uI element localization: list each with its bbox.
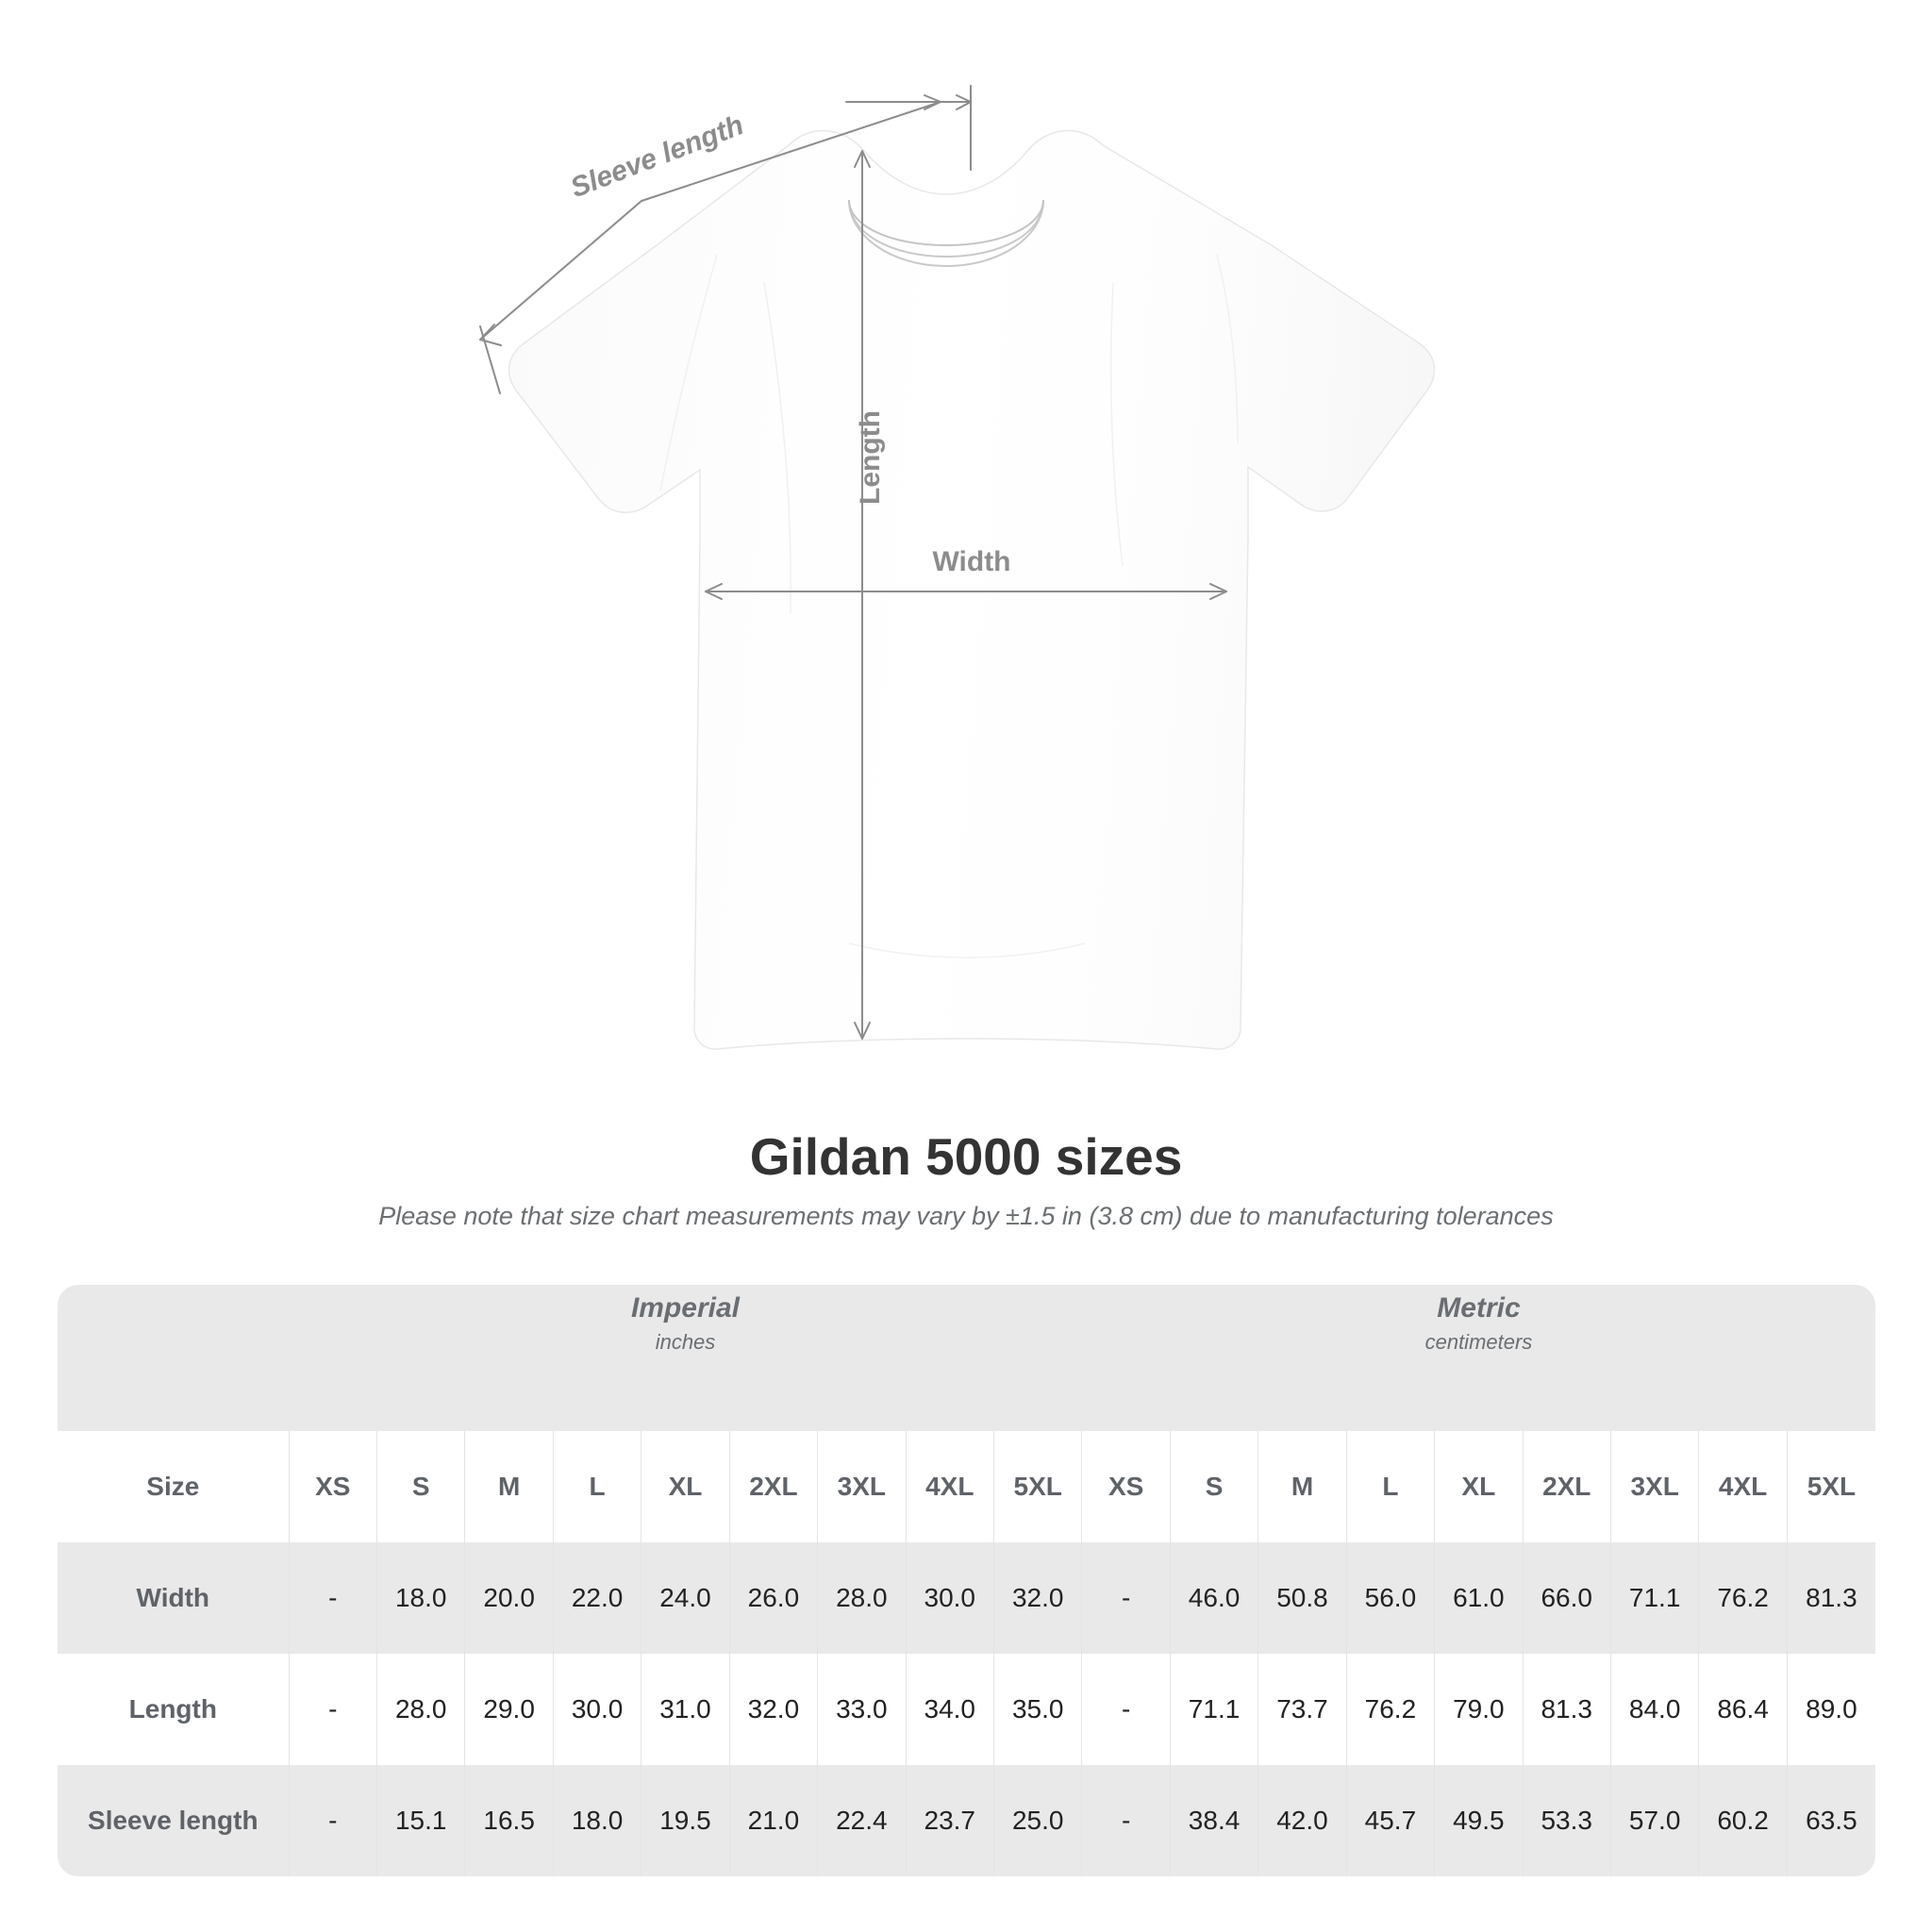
- svg-text:Width: Width: [932, 546, 1010, 577]
- svg-text:Length: Length: [855, 410, 886, 505]
- svg-text:Sleeve length: Sleeve length: [566, 109, 747, 204]
